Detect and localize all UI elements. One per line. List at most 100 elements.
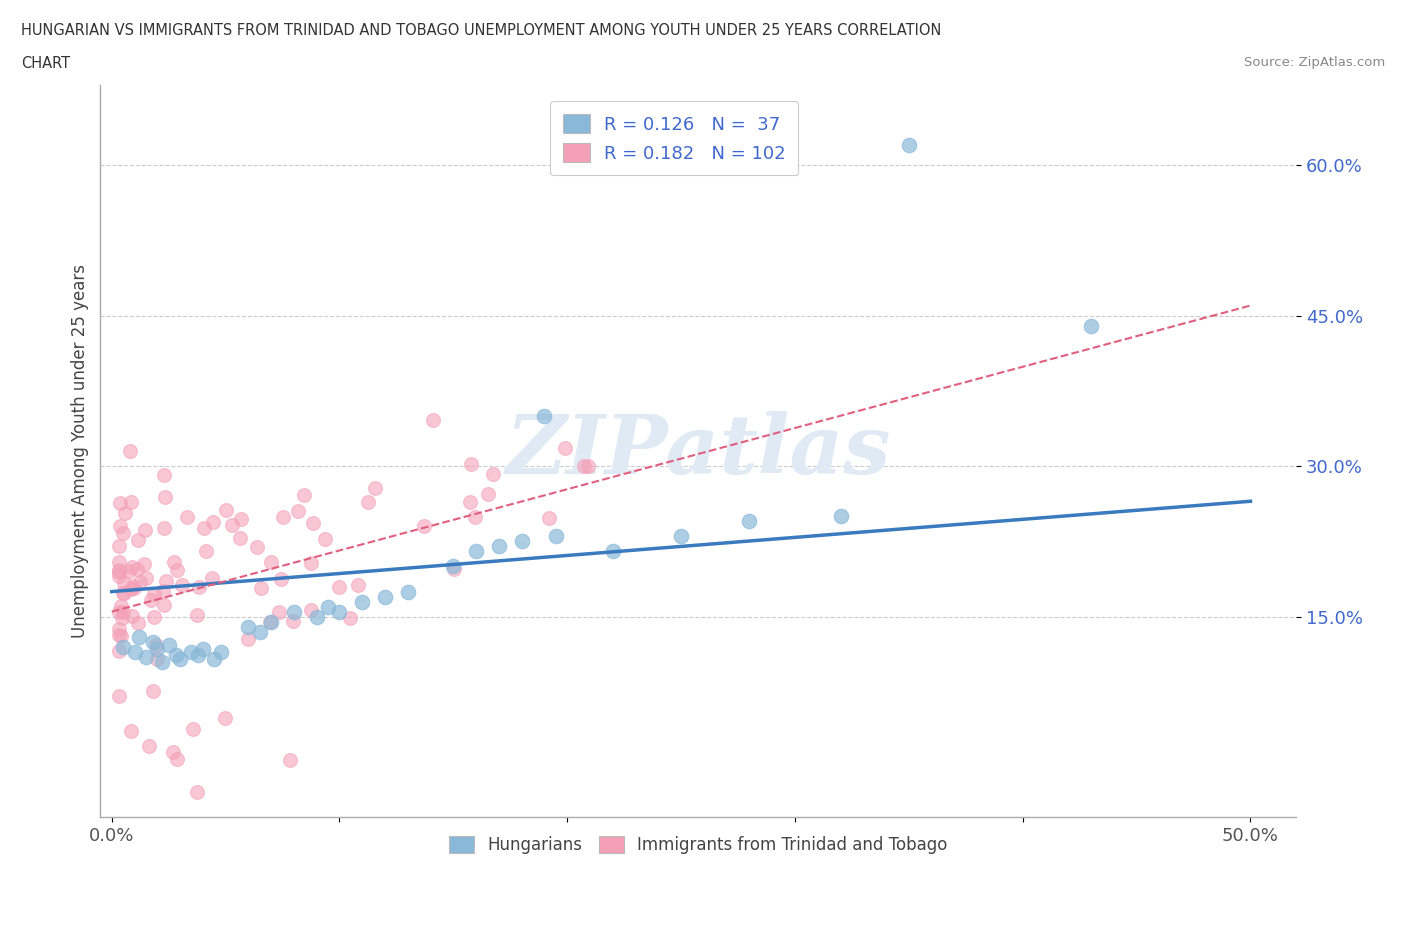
Point — [299, 603, 322, 618]
Point — [669, 529, 692, 544]
Point — [328, 604, 350, 619]
Point — [134, 523, 156, 538]
Point — [465, 544, 488, 559]
Point — [193, 521, 215, 536]
Point — [292, 487, 315, 502]
Point — [299, 555, 322, 570]
Point — [352, 594, 374, 609]
Point — [145, 638, 167, 653]
Point — [460, 495, 482, 510]
Point — [142, 684, 165, 698]
Point — [259, 615, 281, 630]
Point — [271, 509, 294, 524]
Point — [120, 581, 142, 596]
Point — [738, 514, 761, 529]
Point — [114, 506, 136, 521]
Point — [1080, 318, 1102, 333]
Point — [191, 642, 214, 657]
Point — [153, 598, 176, 613]
Point — [165, 647, 187, 662]
Point — [166, 563, 188, 578]
Point — [112, 585, 135, 600]
Point — [155, 573, 177, 588]
Point — [120, 724, 142, 739]
Point — [202, 651, 225, 666]
Point — [441, 559, 464, 574]
Point — [107, 627, 129, 642]
Point — [152, 468, 174, 483]
Point — [112, 526, 135, 541]
Point — [209, 644, 232, 659]
Point — [146, 642, 169, 657]
Point — [110, 628, 132, 643]
Point — [135, 571, 157, 586]
Point — [128, 574, 150, 589]
Point — [111, 610, 134, 625]
Point — [537, 511, 560, 525]
Point — [146, 651, 169, 666]
Text: CHART: CHART — [21, 56, 70, 71]
Point — [107, 688, 129, 703]
Point — [121, 608, 143, 623]
Point — [127, 533, 149, 548]
Text: HUNGARIAN VS IMMIGRANTS FROM TRINIDAD AND TOBAGO UNEMPLOYMENT AMONG YOUTH UNDER : HUNGARIAN VS IMMIGRANTS FROM TRINIDAD AN… — [21, 23, 942, 38]
Point — [112, 604, 135, 619]
Point — [305, 609, 328, 624]
Point — [412, 519, 434, 534]
Point — [112, 639, 135, 654]
Point — [107, 554, 129, 569]
Point — [170, 578, 193, 592]
Point — [554, 440, 576, 455]
Point — [364, 480, 387, 495]
Point — [460, 457, 482, 472]
Point — [176, 510, 198, 525]
Point — [187, 647, 209, 662]
Point — [110, 496, 132, 511]
Point — [107, 538, 129, 553]
Point — [132, 556, 155, 571]
Point — [142, 634, 165, 649]
Point — [602, 544, 624, 559]
Point — [267, 604, 290, 619]
Point — [186, 784, 208, 799]
Point — [443, 562, 465, 577]
Point — [162, 744, 184, 759]
Point — [110, 599, 132, 614]
Point — [897, 138, 920, 153]
Point — [181, 721, 204, 736]
Point — [202, 515, 225, 530]
Point — [482, 466, 505, 481]
Point — [107, 563, 129, 578]
Point — [396, 584, 419, 599]
Point — [107, 604, 129, 619]
Point — [260, 554, 283, 569]
Point — [139, 592, 162, 607]
Point — [314, 532, 336, 547]
Point — [316, 599, 339, 614]
Point — [328, 579, 350, 594]
Point — [238, 619, 260, 634]
Point — [249, 624, 271, 639]
Point — [346, 578, 368, 592]
Point — [122, 580, 145, 595]
Point — [510, 534, 533, 549]
Point — [162, 555, 184, 570]
Point — [221, 517, 243, 532]
Point — [576, 459, 599, 474]
Point — [270, 571, 292, 586]
Point — [142, 587, 165, 602]
Point — [194, 543, 217, 558]
Point — [201, 571, 224, 586]
Point — [246, 539, 269, 554]
Point — [118, 564, 141, 578]
Point — [112, 576, 135, 591]
Point — [283, 604, 305, 619]
Point — [830, 509, 852, 524]
Point — [153, 490, 176, 505]
Point — [121, 559, 143, 574]
Point — [152, 520, 174, 535]
Point — [287, 504, 309, 519]
Point — [152, 584, 174, 599]
Point — [120, 495, 142, 510]
Point — [166, 752, 188, 767]
